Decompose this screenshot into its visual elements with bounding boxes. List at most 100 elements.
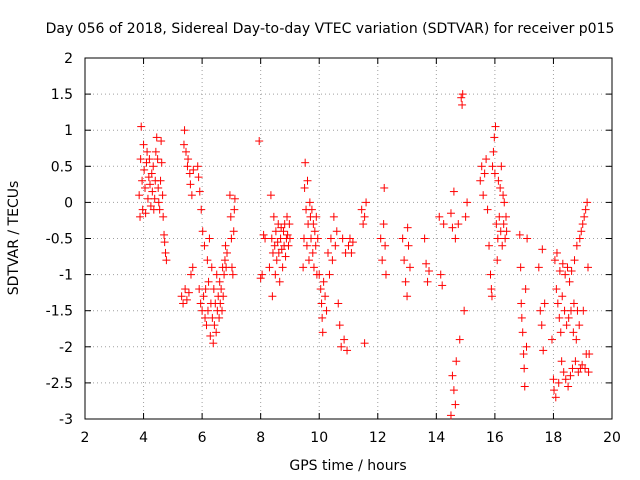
data-point: [186, 180, 195, 189]
data-point: [319, 277, 328, 286]
data-point: [219, 292, 228, 301]
data-point: [338, 234, 347, 243]
data-point: [438, 281, 447, 290]
data-point: [300, 183, 309, 192]
data-point: [135, 191, 144, 200]
data-point: [227, 263, 236, 272]
data-point: [495, 212, 504, 221]
data-point: [329, 212, 338, 221]
data-points: [135, 90, 594, 420]
data-point: [479, 191, 488, 200]
data-point: [400, 256, 409, 265]
x-tick-label: 2: [81, 430, 90, 446]
data-point: [448, 223, 457, 232]
data-point: [436, 270, 445, 279]
data-point: [154, 183, 163, 192]
data-point: [150, 194, 159, 203]
data-point: [203, 256, 212, 265]
data-point: [335, 321, 344, 330]
data-point: [200, 241, 209, 250]
chart-title: Day 056 of 2018, Sidereal Day-to-day VTE…: [46, 21, 615, 37]
data-point: [285, 234, 294, 243]
data-point: [555, 266, 564, 275]
data-point: [141, 209, 150, 218]
data-point: [381, 270, 390, 279]
data-point: [328, 256, 337, 265]
data-point: [307, 205, 316, 214]
data-point: [334, 299, 343, 308]
data-point: [226, 212, 235, 221]
data-point: [302, 241, 311, 250]
data-point: [212, 270, 221, 279]
data-point: [486, 270, 495, 279]
y-tick-label: -2.5: [46, 376, 73, 392]
data-point: [285, 220, 294, 229]
data-point: [208, 313, 217, 322]
data-point: [583, 263, 592, 272]
data-point: [325, 270, 334, 279]
x-tick-label: 10: [310, 430, 328, 446]
data-point: [315, 270, 324, 279]
data-point: [313, 234, 322, 243]
axis-ticks: [84, 57, 613, 420]
data-point: [307, 234, 316, 243]
data-point: [230, 205, 239, 214]
data-point: [203, 306, 212, 315]
data-point: [480, 169, 489, 178]
data-point: [554, 378, 563, 387]
data-point: [561, 375, 570, 384]
data-point: [559, 368, 568, 377]
data-point: [229, 227, 238, 236]
data-point: [194, 173, 203, 182]
data-point: [422, 259, 431, 268]
data-point: [181, 285, 190, 294]
y-tick-label: 0.5: [51, 159, 73, 175]
data-point: [207, 263, 216, 272]
data-point: [158, 191, 167, 200]
x-tick-label: 16: [486, 430, 504, 446]
x-tick-label: 18: [545, 430, 563, 446]
data-point: [476, 176, 485, 185]
data-point: [552, 248, 561, 257]
data-point: [326, 234, 335, 243]
data-point: [564, 382, 573, 391]
y-tick-label: -3: [59, 412, 73, 428]
data-point: [490, 133, 499, 142]
data-point: [451, 234, 460, 243]
data-point: [518, 328, 527, 337]
data-point: [255, 137, 264, 146]
data-point: [299, 234, 308, 243]
data-point: [555, 313, 564, 322]
data-point: [550, 256, 559, 265]
data-point: [572, 241, 581, 250]
data-point: [488, 162, 497, 171]
y-tick-label: 1: [64, 123, 73, 139]
data-point: [458, 90, 467, 99]
data-point: [455, 335, 464, 344]
data-point: [500, 198, 509, 207]
data-point: [145, 155, 154, 164]
data-point: [139, 140, 148, 149]
data-point: [565, 277, 574, 286]
data-point: [228, 270, 237, 279]
y-tick-label: 0: [64, 195, 73, 211]
data-point: [272, 256, 281, 265]
data-point: [308, 248, 317, 257]
data-point: [583, 198, 592, 207]
data-point: [182, 295, 191, 304]
data-point: [398, 234, 407, 243]
data-point: [569, 328, 578, 337]
data-point: [155, 205, 164, 214]
data-point: [271, 270, 280, 279]
x-tick-label: 8: [256, 430, 265, 446]
y-axis-label: SDTVAR / TECUs: [6, 181, 22, 296]
data-point: [218, 306, 227, 315]
data-point: [193, 162, 202, 171]
data-point: [550, 386, 559, 395]
data-point: [537, 321, 546, 330]
data-point: [283, 212, 292, 221]
data-point: [312, 212, 321, 221]
data-point: [187, 191, 196, 200]
data-point: [309, 220, 318, 229]
data-point: [497, 162, 506, 171]
